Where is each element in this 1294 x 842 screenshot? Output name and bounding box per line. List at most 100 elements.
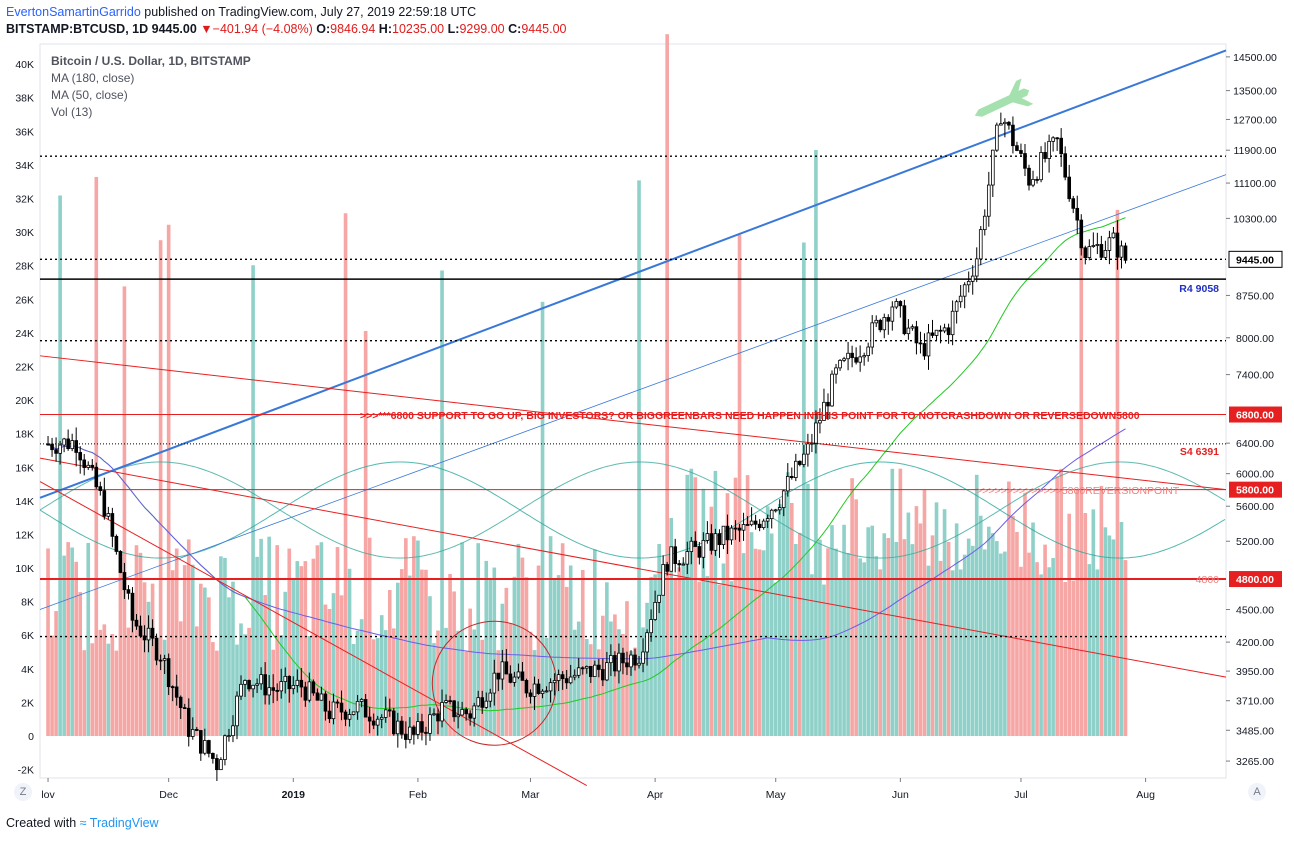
volume-bar	[126, 627, 131, 737]
volume-bar	[484, 560, 489, 737]
low-label: L:	[447, 22, 460, 36]
candle-body	[122, 572, 127, 591]
candle-body	[58, 444, 62, 454]
volume-bar	[850, 478, 854, 737]
volume-tick-label: 40K	[15, 59, 34, 71]
volume-bar	[592, 549, 597, 737]
volume-bar	[448, 574, 452, 737]
candle-body	[359, 699, 364, 702]
candle-body	[1107, 237, 1112, 251]
candle-body	[1031, 178, 1035, 186]
time-tick-label: May	[766, 789, 787, 801]
volume-bar	[66, 542, 70, 737]
candle-body	[219, 759, 223, 771]
candle-body	[46, 443, 50, 446]
volume-bar	[995, 541, 999, 737]
volume-bar	[870, 525, 875, 737]
candle-body	[476, 697, 481, 707]
price-tick-label: 5600.00	[1236, 501, 1274, 513]
candle-body	[982, 215, 987, 231]
candle-body	[255, 683, 259, 686]
volume-tick-label: 12K	[15, 529, 34, 541]
sine-waves	[39, 461, 1226, 559]
volume-bar	[227, 597, 231, 737]
volume-bar	[693, 477, 698, 737]
candle-body	[1119, 245, 1124, 258]
candle-body	[580, 667, 585, 670]
volume-bar	[412, 536, 416, 737]
candle-body	[950, 310, 955, 336]
volume-bar	[94, 176, 99, 737]
zoom-button[interactable]: Z	[14, 783, 32, 801]
candle-body	[802, 453, 806, 465]
price-tick-label: 3710.00	[1236, 696, 1274, 708]
volume-bar	[50, 635, 54, 737]
volume-bar	[359, 619, 364, 737]
candle-body	[625, 662, 629, 668]
candle-body	[500, 661, 505, 680]
volume-bar	[1071, 580, 1076, 737]
candle-body	[548, 682, 553, 692]
volume-bar	[335, 547, 340, 737]
volume-tick-label: 0	[28, 731, 34, 743]
volume-bar	[186, 539, 191, 737]
candle-body	[818, 420, 822, 424]
candle-body	[685, 551, 690, 565]
candle-body	[613, 655, 617, 672]
volume-bar	[520, 557, 525, 737]
volume-bar	[1015, 531, 1019, 737]
candle-body	[275, 689, 280, 692]
candle-body	[408, 726, 412, 740]
candle-body	[834, 367, 838, 375]
candle-body	[862, 355, 866, 358]
volume-bar	[954, 523, 959, 737]
candle-body	[697, 546, 702, 558]
price-tag-label: 4800.00	[1236, 574, 1274, 586]
price-tick-label: 3950.00	[1236, 666, 1274, 678]
author-link[interactable]: EvertonSamartinGarrido	[6, 5, 141, 19]
annotation-5800: >>>>>>>>>>>>>>5800REVERSIONPOINT	[976, 485, 1180, 497]
volume-bar	[914, 506, 919, 737]
candle-body	[448, 700, 452, 703]
volume-bar	[367, 537, 372, 737]
last-price-label: 9445.00	[1236, 254, 1274, 266]
price-tag	[1229, 481, 1282, 498]
candle-body	[701, 540, 706, 558]
tradingview-link[interactable]: TradingView	[89, 816, 159, 830]
volume-bar	[609, 621, 613, 737]
volume-bar	[645, 602, 649, 737]
volume-bar	[331, 593, 336, 737]
volume-bar	[54, 611, 58, 737]
chart-grid	[39, 43, 1227, 779]
candle-body	[371, 720, 376, 726]
volume-bar	[387, 589, 392, 737]
candle-body	[878, 319, 883, 331]
volume-bar	[512, 576, 517, 737]
volume-bar	[371, 639, 376, 737]
volume-bar	[737, 234, 742, 737]
candle-body	[560, 674, 565, 680]
autoscale-button[interactable]: A	[1248, 783, 1266, 801]
candle-body	[391, 710, 396, 735]
candle-body	[745, 524, 750, 526]
volume-bar	[1111, 539, 1116, 737]
candle-body	[267, 687, 271, 696]
down-arrow-icon: ▼	[200, 22, 213, 36]
volume-bar	[753, 548, 758, 737]
volume-bar	[717, 584, 722, 737]
volume-bar	[259, 538, 263, 737]
candle-body	[347, 714, 352, 720]
volume-bar	[677, 567, 682, 737]
volume-bar	[106, 643, 111, 737]
candle-body	[914, 326, 919, 344]
volume-bar	[194, 626, 199, 737]
close-value: 9445.00	[521, 22, 567, 36]
volume-bar	[657, 543, 661, 737]
candle-body	[536, 683, 541, 694]
volume-bar	[681, 562, 686, 737]
volume-bar	[729, 581, 734, 737]
volume-tick-label: 6K	[21, 630, 34, 642]
candle-body	[78, 452, 83, 461]
volume-bar	[432, 643, 436, 737]
